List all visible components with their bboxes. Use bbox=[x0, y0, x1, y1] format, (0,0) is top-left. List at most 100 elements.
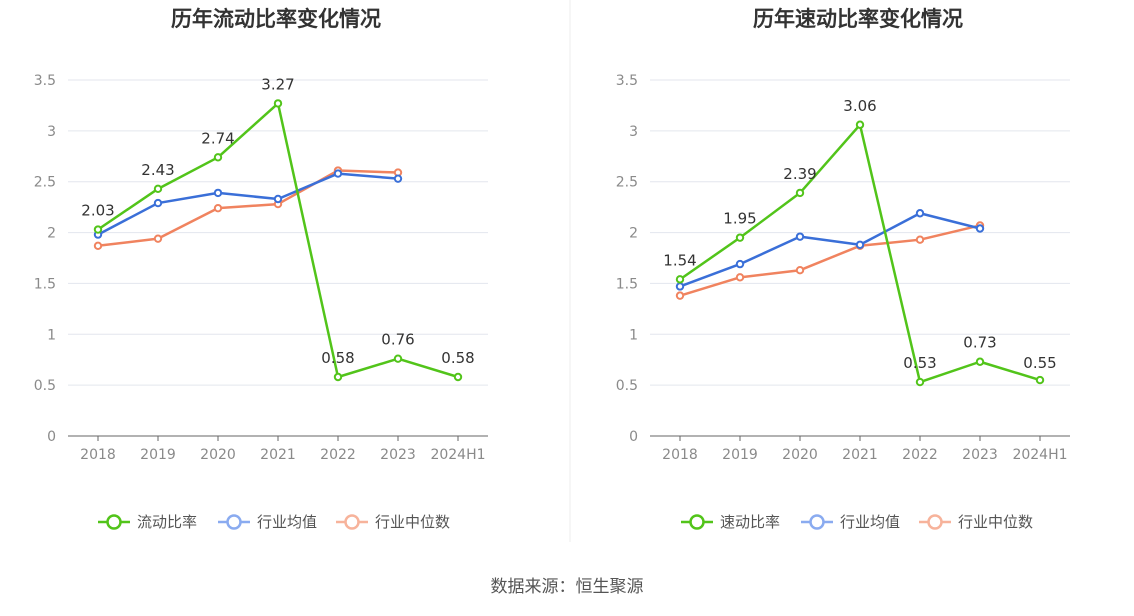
x-tick-label: 2019 bbox=[722, 447, 758, 463]
data-point-main bbox=[213, 153, 223, 162]
y-tick-label: 3 bbox=[47, 124, 56, 140]
y-tick-label: 0.5 bbox=[616, 378, 638, 394]
y-tick-label: 1.5 bbox=[616, 276, 638, 292]
data-point-main bbox=[153, 184, 163, 194]
legend-marker bbox=[927, 514, 943, 530]
series-line-avg bbox=[679, 211, 981, 288]
data-point-main bbox=[453, 372, 463, 382]
data-label: 2.74 bbox=[201, 129, 234, 147]
series-line-avg bbox=[97, 172, 399, 236]
quick-ratio-chart: 历年速动比率变化情况 0 0.5 1 1.5 2 2.5 3 3.5 2018 2019 2020 20… bbox=[616, 7, 1070, 531]
y-tick-label: 3.5 bbox=[616, 73, 638, 89]
x-tick-label: 2023 bbox=[962, 447, 998, 463]
x-tick-label: 2020 bbox=[200, 447, 236, 463]
y-tick-label: 1 bbox=[47, 327, 56, 343]
data-point-avg bbox=[393, 174, 403, 183]
data-point-median bbox=[93, 241, 103, 250]
data-label: 0.76 bbox=[381, 331, 414, 349]
y-tick-label: 2.5 bbox=[616, 175, 638, 191]
x-tick-label: 2021 bbox=[842, 447, 878, 463]
y-tick-label: 2 bbox=[629, 226, 638, 242]
y-tick-label: 0 bbox=[629, 429, 638, 445]
legend-label: 行业均值 bbox=[257, 513, 317, 531]
x-tick-label: 2018 bbox=[662, 447, 698, 463]
data-point-avg bbox=[915, 209, 925, 218]
x-tick-label: 2022 bbox=[320, 447, 356, 463]
data-label: 1.54 bbox=[663, 251, 696, 269]
series-line-median bbox=[97, 169, 399, 248]
legend-marker bbox=[106, 514, 122, 530]
legend-label: 流动比率 bbox=[137, 513, 197, 531]
x-tick-label: 2024H1 bbox=[1012, 447, 1067, 463]
data-point-main bbox=[333, 372, 343, 382]
data-point-avg bbox=[675, 282, 685, 291]
legend-item-avg: 行业均值 bbox=[218, 513, 317, 531]
x-tick-label: 2020 bbox=[782, 447, 818, 463]
legend-marker bbox=[226, 514, 242, 530]
legend-label: 速动比率 bbox=[720, 513, 780, 531]
data-label: 2.43 bbox=[141, 161, 174, 179]
data-point-main bbox=[1035, 375, 1045, 385]
legend-item-main: 速动比率 bbox=[681, 513, 780, 531]
y-tick-label: 3 bbox=[629, 124, 638, 140]
data-point-median bbox=[915, 235, 925, 244]
data-point-avg bbox=[213, 188, 223, 198]
y-tick-label: 0 bbox=[47, 429, 56, 445]
legend-item-avg: 行业均值 bbox=[801, 513, 900, 531]
data-label: 2.03 bbox=[81, 202, 114, 220]
legend-label: 行业均值 bbox=[840, 513, 900, 531]
x-tick-label: 2019 bbox=[140, 447, 176, 463]
x-tick-label: 2023 bbox=[380, 447, 416, 463]
data-point-main bbox=[855, 120, 865, 129]
data-point-main bbox=[915, 377, 925, 387]
legend-item-median: 行业中位数 bbox=[919, 513, 1033, 531]
legend-marker bbox=[344, 514, 360, 530]
x-tick-label: 2024H1 bbox=[430, 447, 485, 463]
data-point-median bbox=[153, 234, 163, 243]
data-label: 3.27 bbox=[261, 75, 294, 93]
data-point-avg bbox=[855, 240, 865, 249]
data-point-median bbox=[795, 266, 805, 275]
data-label: 0.58 bbox=[321, 349, 354, 367]
data-point-main bbox=[675, 275, 685, 284]
legend-item-median: 行业中位数 bbox=[336, 513, 450, 531]
data-point-avg bbox=[795, 232, 805, 241]
data-label: 3.06 bbox=[843, 97, 876, 115]
data-label: 0.73 bbox=[963, 334, 996, 352]
data-point-main bbox=[393, 354, 403, 363]
chart-title: 历年流动比率变化情况 bbox=[171, 7, 381, 31]
chart-title: 历年速动比率变化情况 bbox=[753, 7, 963, 31]
data-point-median bbox=[213, 203, 223, 213]
legend-label: 行业中位数 bbox=[958, 513, 1033, 531]
data-label: 2.39 bbox=[783, 165, 816, 183]
data-point-avg bbox=[333, 169, 343, 178]
y-tick-label: 1 bbox=[629, 327, 638, 343]
legend-marker bbox=[689, 514, 705, 530]
data-point-median bbox=[735, 273, 745, 282]
data-source-text: 数据来源：恒生聚源 bbox=[491, 577, 644, 597]
data-label: 0.55 bbox=[1023, 354, 1056, 372]
data-point-main bbox=[975, 357, 985, 366]
legend-label: 行业中位数 bbox=[375, 513, 450, 531]
x-tick-label: 2022 bbox=[902, 447, 938, 463]
data-point-avg bbox=[153, 198, 163, 208]
data-point-avg bbox=[975, 224, 985, 233]
data-label: 0.58 bbox=[441, 349, 474, 367]
data-point-avg bbox=[273, 194, 283, 204]
data-point-main bbox=[735, 233, 745, 242]
current-ratio-chart: 历年流动比率变化情况 0 0.5 1 1.5 2 2.5 3 3.5 2018 2019 2020 20… bbox=[34, 7, 488, 531]
data-point-median bbox=[675, 291, 685, 300]
x-tick-label: 2021 bbox=[260, 447, 296, 463]
data-point-main bbox=[795, 188, 805, 198]
data-label: 0.53 bbox=[903, 354, 936, 372]
data-point-main bbox=[93, 225, 103, 234]
y-tick-label: 0.5 bbox=[34, 378, 56, 394]
legend-item-main: 流动比率 bbox=[98, 513, 197, 531]
data-point-avg bbox=[735, 259, 745, 269]
y-tick-label: 3.5 bbox=[34, 73, 56, 89]
y-tick-label: 2.5 bbox=[34, 175, 56, 191]
series-line-median bbox=[679, 224, 981, 297]
data-label: 1.95 bbox=[723, 210, 756, 228]
legend-marker bbox=[809, 514, 825, 530]
